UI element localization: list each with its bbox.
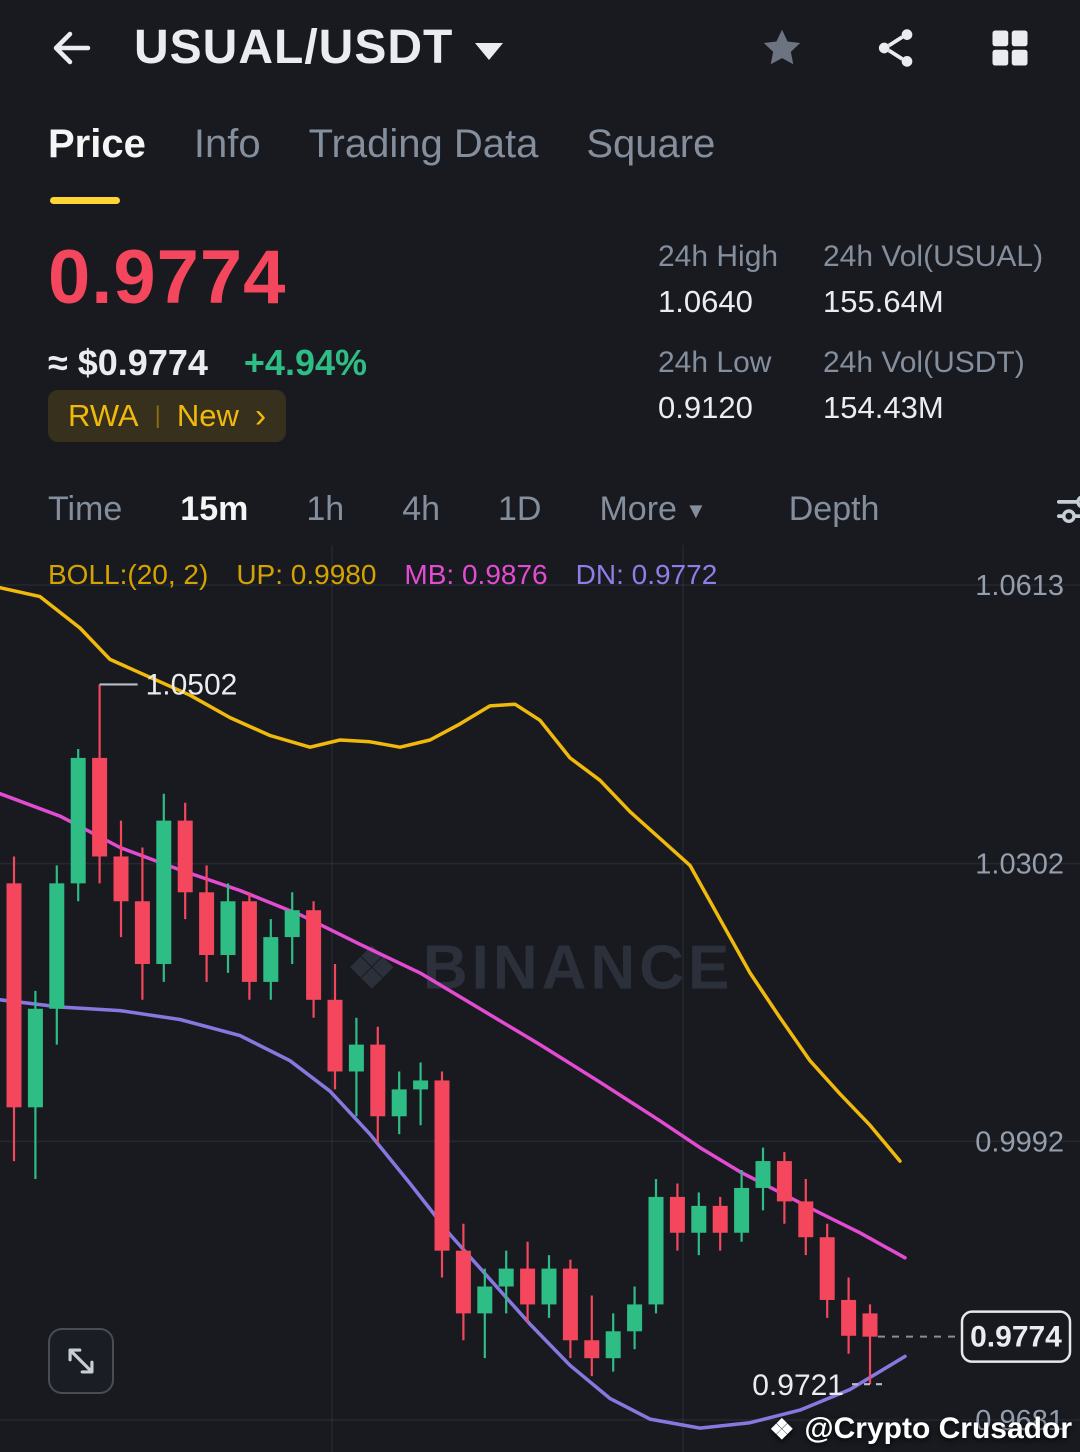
stat-value: 155.64M — [823, 284, 944, 319]
change-percent: +4.94% — [243, 342, 368, 383]
price-axis-label: 0.9992 — [975, 1126, 1064, 1158]
apps-grid-button[interactable] — [984, 22, 1036, 74]
token-tags-badge[interactable]: RWA | New › — [48, 390, 287, 442]
header: USUAL/USDT — [0, 0, 1080, 95]
interval-1h[interactable]: 1h — [306, 489, 345, 528]
share-icon — [878, 28, 913, 67]
interval-4h[interactable]: 4h — [402, 489, 441, 528]
creator-handle: @Crypto Crusador — [804, 1412, 1072, 1445]
binance-logo-icon: ❖ — [346, 936, 401, 999]
low-annotation: 0.9721 — [752, 1369, 844, 1402]
stat-24h-vol-quote: 24h Vol(USDT) 154.43M — [823, 346, 1038, 426]
more-label: More — [599, 489, 677, 528]
last-price: 0.9774 — [48, 235, 287, 320]
pair-title: USUAL/USDT — [134, 21, 454, 74]
chart-area: ❖ BINANCE 1.0502 0.9721 0.9774 1.0613 1.0302… — [0, 545, 1080, 1452]
boll-dn-value: DN: 0.9772 — [575, 559, 718, 590]
candlestick-chart[interactable]: 1.0502 0.9721 0.9774 1.0613 1.0302 0.9992 0.96… — [0, 545, 1080, 1452]
diamond-icon: ❖ — [769, 1413, 795, 1445]
page-tabs: Price Info Trading Data Square — [0, 102, 1080, 204]
tab-info[interactable]: Info — [193, 122, 261, 166]
grid-icon — [992, 30, 1028, 65]
indicators-icon — [1057, 496, 1080, 523]
share-button[interactable] — [870, 22, 922, 74]
stat-value: 1.0640 — [658, 284, 753, 319]
pair-selector[interactable]: USUAL/USDT — [134, 20, 504, 75]
interval-time[interactable]: Time — [48, 489, 123, 528]
boll-settings-label: BOLL:(20, 2) — [48, 559, 209, 590]
binance-watermark: ❖ BINANCE — [347, 933, 734, 1004]
upper-band-line — [0, 585, 902, 1163]
expand-icon — [68, 1348, 94, 1374]
fiat-approx: ≈ $0.9774 — [48, 342, 208, 383]
price-axis-label: 0.9681 — [975, 1405, 1064, 1437]
chart-annotations: 1.0502 0.9721 — [99, 668, 886, 1402]
creator-watermark: ❖ @Crypto Crusador — [769, 1412, 1072, 1446]
stats-grid: 24h High 1.0640 24h Vol(USUAL) 155.64M 2… — [658, 240, 1044, 426]
indicator-legend: BOLL:(20, 2) UP: 0.9980 MB: 0.9876 DN: 0… — [48, 559, 717, 591]
interval-more-dropdown[interactable]: More ▼ — [599, 490, 706, 529]
tab-price[interactable]: Price — [48, 122, 146, 204]
stat-24h-high: 24h High 1.0640 — [658, 240, 823, 320]
price-axis-label: 1.0613 — [975, 570, 1064, 602]
boll-mb-value: MB: 0.9876 — [404, 559, 548, 590]
interval-1d[interactable]: 1D — [498, 489, 542, 528]
tab-square[interactable]: Square — [586, 122, 716, 166]
interval-15m[interactable]: 15m — [180, 489, 249, 528]
tab-trading-data[interactable]: Trading Data — [308, 122, 539, 166]
badge-divider: | — [154, 402, 161, 429]
tag-rwa: RWA — [68, 398, 139, 433]
stat-24h-vol-base: 24h Vol(USUAL) 155.64M — [823, 240, 1044, 320]
favorite-star-button[interactable] — [756, 22, 808, 74]
fiat-approx-row: ≈ $0.9774 +4.94% — [48, 342, 367, 384]
chart-gridlines — [0, 545, 1080, 1452]
depth-toggle[interactable]: Depth — [788, 489, 880, 528]
back-arrow-icon — [53, 31, 91, 64]
chevron-right-icon: › — [254, 397, 267, 435]
boll-up-value: UP: 0.9980 — [236, 559, 377, 590]
lower-band-line — [0, 998, 907, 1430]
chevron-down-icon: ▼ — [684, 497, 707, 523]
tag-new: New — [176, 398, 239, 433]
stat-label: 24h High — [658, 240, 779, 273]
last-price-tag: 0.9774 — [878, 1310, 1072, 1363]
last-price-label: 0.9774 — [970, 1321, 1062, 1354]
fullscreen-button[interactable] — [48, 1328, 114, 1394]
stat-24h-low: 24h Low 0.9120 — [658, 346, 823, 426]
price-axis-label: 1.0302 — [975, 849, 1064, 881]
interval-bar: Time 15m 1h 4h 1D More ▼ Depth — [0, 474, 1080, 544]
indicators-button[interactable] — [1053, 489, 1080, 529]
price-summary: 0.9774 ≈ $0.9774 +4.94% RWA | New › 24h … — [0, 212, 1080, 470]
high-annotation: 1.0502 — [146, 668, 238, 701]
stat-label: 24h Vol(USUAL) — [823, 240, 1044, 273]
stat-label: 24h Low — [658, 346, 772, 379]
bollinger-bands — [0, 585, 907, 1430]
price-axis-labels: 1.0613 1.0302 0.9992 0.9681 — [975, 570, 1064, 1437]
stat-value: 0.9120 — [658, 390, 753, 425]
candlestick-series — [6, 684, 878, 1385]
star-icon — [763, 29, 801, 64]
stat-label: 24h Vol(USDT) — [823, 346, 1025, 379]
stat-value: 154.43M — [823, 390, 944, 425]
header-actions — [756, 22, 1036, 74]
back-button[interactable] — [44, 20, 100, 76]
watermark-text: BINANCE — [422, 933, 734, 1003]
chevron-down-icon — [475, 43, 504, 60]
